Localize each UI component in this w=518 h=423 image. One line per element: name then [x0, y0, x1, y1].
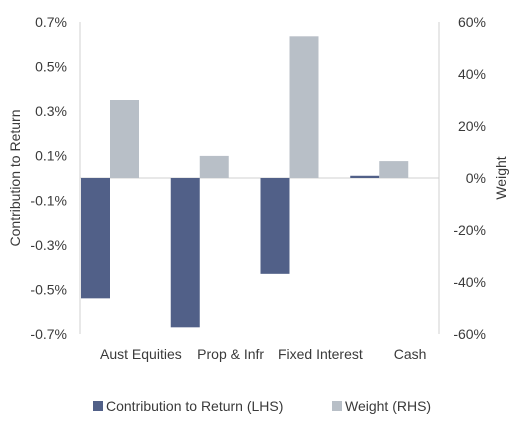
legend-swatch-contribution	[93, 401, 103, 411]
legend-label-contribution: Contribution to Return (LHS)	[106, 398, 283, 414]
bar-weight	[379, 161, 409, 178]
right-tick-label: -40%	[453, 274, 486, 290]
left-tick-label: 0.1%	[35, 148, 67, 164]
right-tick-label: 60%	[458, 14, 486, 30]
left-tick-label: 0.3%	[35, 103, 67, 119]
bar-weight	[110, 100, 139, 178]
bar-contribution	[170, 178, 200, 328]
bar-weight	[289, 36, 319, 178]
bar-contribution	[350, 175, 380, 178]
right-tick-label: -20%	[453, 222, 486, 238]
legend-label-weight: Weight (RHS)	[345, 398, 431, 414]
category-label: Prop & Infr	[197, 346, 264, 362]
right-axis-title: Weight	[493, 156, 509, 199]
left-tick-label: 0.7%	[35, 14, 67, 30]
bar-weight	[199, 155, 229, 178]
category-label: Cash	[394, 346, 427, 362]
legend-swatch-weight	[332, 401, 342, 411]
bars	[81, 36, 409, 328]
left-tick-label: -0.5%	[30, 281, 67, 297]
bar-contribution	[81, 178, 110, 299]
left-tick-label: -0.7%	[30, 326, 67, 342]
right-axis-ticks: 60% 40% 20% 0% -20% -40% -60%	[453, 14, 486, 342]
category-label: Aust Equities	[100, 346, 182, 362]
left-tick-label: -0.3%	[30, 237, 67, 253]
right-tick-label: 40%	[458, 66, 486, 82]
legend: Contribution to Return (LHS) Weight (RHS…	[93, 398, 431, 414]
left-axis-ticks: 0.7% 0.5% 0.3% 0.1% -0.1% -0.3% -0.5% -0.7%	[30, 14, 67, 342]
right-tick-label: 20%	[458, 118, 486, 134]
left-tick-label: -0.1%	[30, 192, 67, 208]
left-axis-title: Contribution to Return	[7, 110, 23, 247]
category-label: Fixed Interest	[278, 346, 363, 362]
right-tick-label: -60%	[453, 326, 486, 342]
bar-contribution	[260, 178, 290, 274]
category-labels: Aust Equities Prop & Infr Fixed Interest Ca…	[100, 346, 426, 362]
right-tick-label: 0%	[466, 170, 486, 186]
left-tick-label: 0.5%	[35, 59, 67, 75]
